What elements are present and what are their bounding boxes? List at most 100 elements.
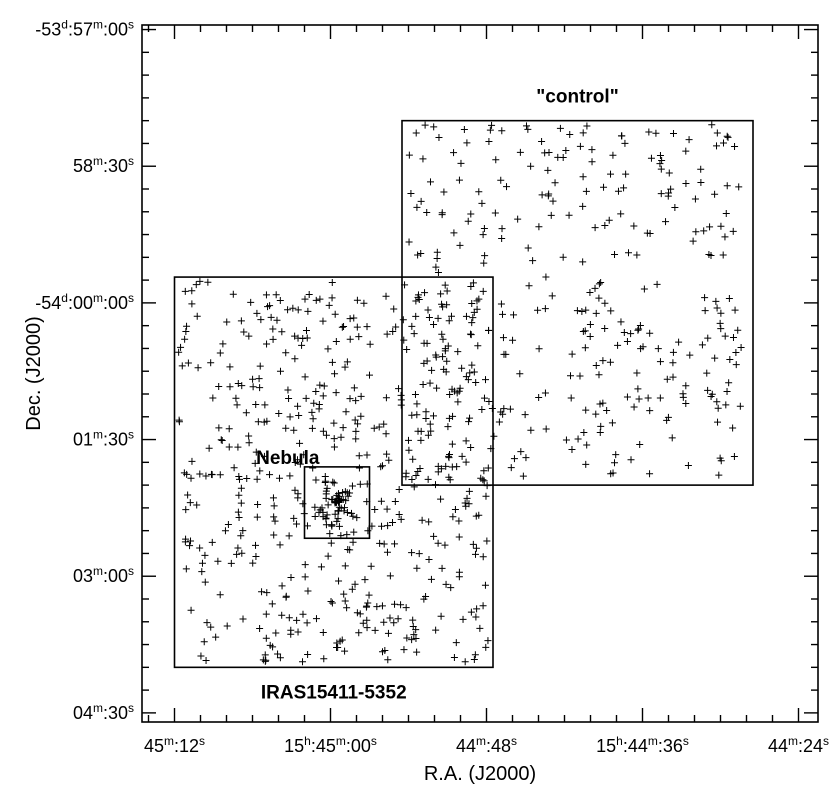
star-marker [330, 443, 338, 451]
star-marker [293, 616, 301, 624]
star-marker [259, 656, 267, 664]
star-marker [592, 361, 600, 369]
star-marker [324, 501, 332, 509]
star-marker [458, 452, 466, 460]
star-marker [601, 221, 609, 229]
star-marker [202, 656, 210, 664]
star-marker [588, 146, 596, 154]
star-marker [542, 425, 550, 433]
star-marker [433, 248, 441, 256]
star-marker [183, 322, 191, 330]
star-marker [226, 363, 234, 371]
y-axis-label: Dec. (J2000) [23, 316, 45, 431]
star-marker [386, 572, 394, 580]
star-marker [438, 330, 446, 338]
star-marker [686, 351, 694, 359]
star-marker [234, 443, 242, 451]
star-marker [395, 385, 403, 393]
star-marker [311, 503, 319, 511]
star-marker [541, 149, 549, 157]
star-marker [480, 467, 488, 475]
star-marker [432, 626, 440, 634]
star-marker [330, 479, 338, 487]
star-marker [608, 419, 616, 427]
star-marker [403, 345, 411, 353]
star-marker [327, 598, 335, 606]
star-marker [192, 281, 200, 289]
star-marker [719, 251, 727, 259]
star-marker [525, 282, 533, 290]
star-marker [580, 429, 588, 437]
star-marker [582, 187, 590, 195]
star-marker [315, 400, 323, 408]
star-marker [708, 390, 716, 398]
star-marker [622, 170, 630, 178]
star-marker [312, 615, 320, 623]
star-marker [263, 417, 271, 425]
star-marker [386, 614, 394, 622]
star-marker [737, 343, 745, 351]
star-marker [276, 654, 284, 662]
star-marker [500, 405, 508, 413]
star-marker [324, 345, 332, 353]
star-marker [373, 603, 381, 611]
star-marker [233, 401, 241, 409]
star-marker [715, 471, 723, 479]
star-marker [338, 323, 346, 331]
star-marker [238, 549, 246, 557]
star-marker [675, 338, 683, 346]
star-marker [472, 544, 480, 552]
star-marker [480, 394, 488, 402]
star-marker [559, 153, 567, 161]
star-marker [498, 225, 506, 233]
star-marker [400, 646, 408, 654]
star-marker [371, 626, 379, 634]
star-marker [242, 409, 250, 417]
star-marker [623, 338, 631, 346]
star-marker [202, 472, 210, 480]
star-marker [351, 416, 359, 424]
star-marker [397, 515, 405, 523]
star-marker [723, 132, 731, 140]
star-marker [333, 491, 341, 499]
star-marker [413, 564, 421, 572]
star-marker [667, 185, 675, 193]
star-marker [295, 411, 303, 419]
star-marker [261, 401, 269, 409]
star-marker [461, 499, 469, 507]
star-marker [458, 364, 466, 372]
star-marker [413, 400, 421, 408]
star-marker [455, 176, 463, 184]
star-marker [233, 550, 241, 558]
star-marker [454, 348, 462, 356]
star-marker [296, 460, 304, 468]
star-marker [441, 347, 449, 355]
star-marker [240, 328, 248, 336]
star-marker [340, 590, 348, 598]
star-marker [703, 369, 711, 377]
star-marker [579, 173, 587, 181]
star-marker [427, 427, 435, 435]
star-marker [319, 427, 327, 435]
star-marker [311, 513, 319, 521]
star-marker [534, 306, 542, 314]
star-marker [456, 241, 464, 249]
star-marker [551, 179, 559, 187]
star-marker [535, 223, 543, 231]
star-marker [634, 326, 642, 334]
star-marker [435, 133, 443, 141]
star-marker [510, 311, 518, 319]
star-marker [371, 506, 379, 514]
star-marker [249, 375, 257, 383]
star-marker [723, 182, 731, 190]
star-marker [592, 410, 600, 418]
star-marker [419, 380, 427, 388]
star-marker [480, 259, 488, 267]
star-marker [480, 477, 488, 485]
star-marker [499, 334, 507, 342]
star-marker [328, 522, 336, 530]
star-marker [729, 424, 737, 432]
star-marker [364, 527, 372, 535]
star-marker [410, 631, 418, 639]
